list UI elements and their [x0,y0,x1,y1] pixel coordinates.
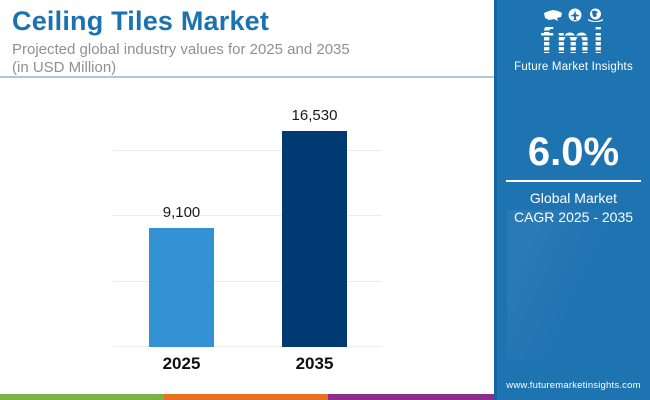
header-divider [0,76,497,78]
fmi-logo: fmi Future Market Insights [497,7,650,73]
page-title: Ceiling Tiles Market [12,6,270,36]
airplane-icon [568,8,582,22]
cagr-label: Global Market CAGR 2025 - 2035 [497,189,650,227]
plot-area: 9,100 2025 16,530 2035 [113,101,382,373]
stripe-green [0,394,164,400]
logo-icons [497,7,650,22]
cagr-label-line-2: CAGR 2025 - 2035 [513,209,634,225]
value-label-2035: 16,530 [291,106,338,124]
website-url[interactable]: www.futuremarketinsights.com [506,380,641,391]
gridline-10000 [113,215,382,217]
category-label-2035: 2035 [295,354,334,373]
sidebar: fmi Future Market Insights 6.0% Global M… [494,0,650,400]
bottom-stripe-bar [0,394,497,400]
value-label-2025: 9,100 [162,203,201,221]
globe-icon [588,8,603,22]
logo-name: Future Market Insights [514,61,633,73]
cagr-divider [506,180,641,182]
bar-2025 [149,227,214,347]
page-subtitle: Projected global industry values for 202… [12,41,350,77]
stripe-orange [164,394,328,400]
cagr-value: 6.0% [527,130,620,174]
category-label-2025: 2025 [162,354,201,373]
stripe-purple [328,394,497,400]
gridline-5000 [113,280,382,282]
sidebar-watermark [507,210,627,360]
cagr-label-line-1: Global Market [529,190,618,206]
bar-2035 [282,130,347,347]
subtitle-line-2: (in USD Million) [12,59,117,76]
subtitle-line-1: Projected global industry values for 202… [12,41,350,58]
usa-map-icon [544,10,562,21]
gridline-0 [113,346,382,347]
gridline-15000 [113,149,382,151]
logo-acronym: fmi [497,22,650,60]
